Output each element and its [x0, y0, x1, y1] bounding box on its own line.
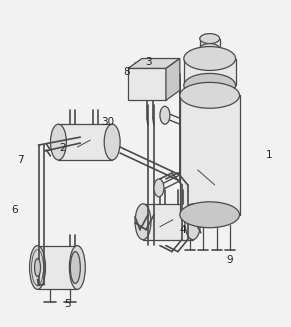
Ellipse shape [69, 246, 85, 289]
Text: 3: 3 [145, 58, 151, 67]
Polygon shape [143, 204, 193, 240]
Text: 8: 8 [123, 67, 129, 77]
Polygon shape [38, 246, 77, 289]
Ellipse shape [185, 204, 201, 240]
Text: 2: 2 [59, 143, 66, 153]
Text: 4: 4 [180, 225, 186, 235]
Ellipse shape [30, 246, 45, 289]
Ellipse shape [160, 106, 170, 124]
Ellipse shape [35, 259, 40, 276]
Ellipse shape [154, 179, 164, 197]
Polygon shape [128, 59, 180, 68]
Text: 6: 6 [11, 205, 18, 215]
Polygon shape [200, 39, 220, 48]
Ellipse shape [184, 74, 236, 97]
Ellipse shape [135, 204, 151, 240]
Ellipse shape [200, 34, 220, 43]
Ellipse shape [200, 43, 220, 54]
Text: 1: 1 [266, 150, 273, 160]
Ellipse shape [50, 124, 66, 160]
Ellipse shape [104, 124, 120, 160]
Polygon shape [58, 124, 112, 160]
Text: 7: 7 [17, 155, 24, 165]
Polygon shape [166, 59, 180, 100]
Ellipse shape [70, 251, 80, 284]
Ellipse shape [180, 82, 239, 108]
Ellipse shape [184, 46, 236, 70]
Text: 5: 5 [64, 299, 71, 309]
Polygon shape [184, 59, 236, 85]
Text: 9: 9 [226, 254, 233, 265]
Polygon shape [180, 95, 239, 215]
Text: 30: 30 [102, 117, 115, 127]
Polygon shape [128, 68, 166, 100]
Ellipse shape [180, 202, 239, 228]
